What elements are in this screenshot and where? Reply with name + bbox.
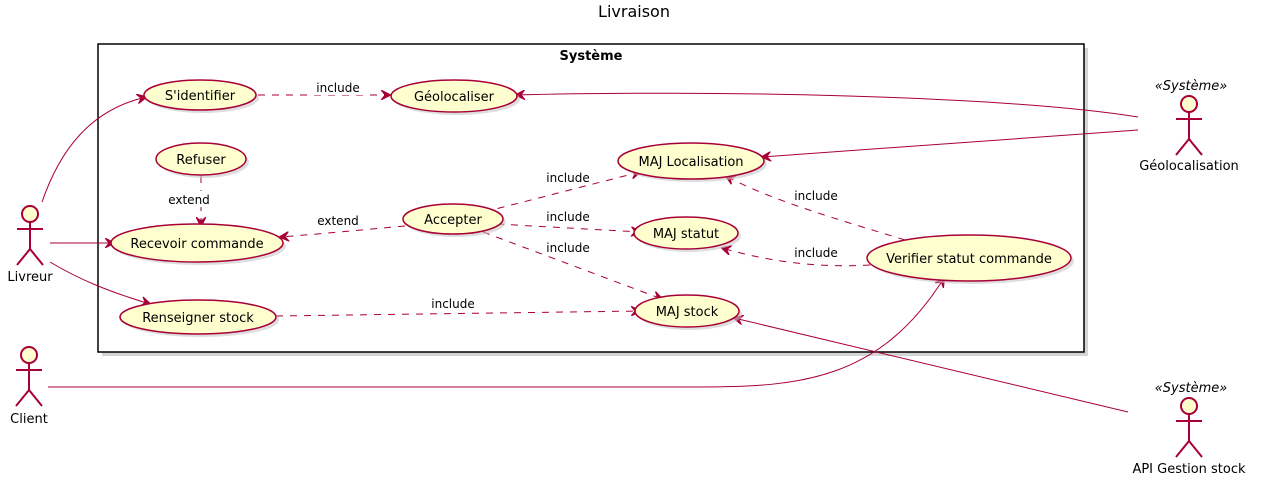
actor-label: Client (10, 412, 48, 427)
usecase-renseigner-stock[interactable]: Renseigner stock (119, 299, 279, 337)
usecase-label: Refuser (176, 153, 226, 168)
usecase-recevoir-commande[interactable]: Recevoir commande (110, 223, 286, 265)
usecase-label: S'identifier (165, 89, 236, 104)
label-renseigner-stock: include (431, 297, 474, 311)
edge-geoloc-geolocaliser (516, 93, 1139, 118)
usecase-maj-localisation[interactable]: MAJ Localisation (617, 142, 767, 182)
actor-body (1175, 112, 1203, 156)
usecase-maj-statut[interactable]: MAJ statut (633, 216, 741, 252)
label-verifier-statut: include (794, 246, 837, 260)
usecase-geolocaliser[interactable]: Géolocaliser (390, 79, 520, 115)
actor-head (1180, 397, 1198, 415)
label-accepter-statut: include (546, 210, 589, 224)
usecase-sidentifier[interactable]: S'identifier (143, 79, 259, 113)
edge-geoloc-majlocalisation (762, 129, 1139, 157)
usecase-label: Verifier statut commande (886, 252, 1052, 267)
usecase-verifier-statut-commande[interactable]: Verifier statut commande (866, 234, 1074, 284)
usecase-label: Géolocaliser (414, 90, 495, 105)
actor-body (15, 363, 43, 407)
actor-head (1180, 95, 1198, 113)
actor-geolocalisation[interactable]: «Système» Géolocalisation (1139, 79, 1239, 174)
diagram-title: Livraison (598, 2, 670, 21)
actor-head (21, 205, 39, 223)
edge-api-majstock (734, 318, 1129, 413)
edges (41, 93, 1139, 413)
label-accepter-stock: include (546, 241, 589, 255)
system-title: Système (560, 49, 623, 64)
actor-label: API Gestion stock (1132, 462, 1246, 477)
edge-accepter-recevoir (280, 225, 406, 237)
label-bg (312, 79, 364, 95)
label-verifier-localisation: include (794, 189, 837, 203)
edge-accepter-stock (482, 231, 662, 299)
usecase-label: Recevoir commande (130, 237, 263, 252)
actor-livreur[interactable]: Livreur (7, 205, 53, 285)
actor-api-gestion-stock[interactable]: «Système» API Gestion stock (1132, 381, 1246, 477)
edge-renseigner-stock (275, 311, 640, 317)
usecase-label: MAJ statut (653, 227, 719, 242)
usecase-refuser[interactable]: Refuser (155, 142, 249, 178)
edge-livreur-sidentifier (41, 97, 146, 203)
actor-stereotype: «Système» (1155, 381, 1228, 396)
actor-body (1175, 414, 1203, 458)
actor-head (20, 346, 38, 364)
actor-body (16, 222, 44, 266)
edge-verifier-statut (722, 248, 871, 267)
usecase-label: Accepter (424, 213, 482, 228)
usecase-accepter[interactable]: Accepter (402, 203, 506, 237)
label-bg (164, 191, 214, 207)
actor-label: Livreur (7, 270, 53, 285)
actor-stereotype: «Système» (1155, 79, 1228, 94)
label-sidentifier-geolocaliser: include (316, 81, 359, 95)
label-refuser-recevoir: extend (168, 193, 210, 207)
relation-labels: include extend extend include include in… (164, 79, 838, 311)
usecase-maj-stock[interactable]: MAJ stock (634, 294, 742, 330)
actor-label: Géolocalisation (1139, 159, 1239, 174)
actor-client[interactable]: Client (10, 346, 48, 427)
edge-accepter-statut (496, 223, 640, 232)
edge-livreur-renseigner (49, 261, 150, 304)
edge-client-verifier (48, 278, 944, 388)
usecase-label: MAJ Localisation (638, 155, 743, 170)
label-accepter-recevoir: extend (317, 214, 359, 228)
usecase-label: MAJ stock (656, 305, 719, 320)
usecase-label: Renseigner stock (142, 311, 254, 326)
label-accepter-localisation: include (546, 171, 589, 185)
edge-verifier-localisation (726, 176, 906, 241)
